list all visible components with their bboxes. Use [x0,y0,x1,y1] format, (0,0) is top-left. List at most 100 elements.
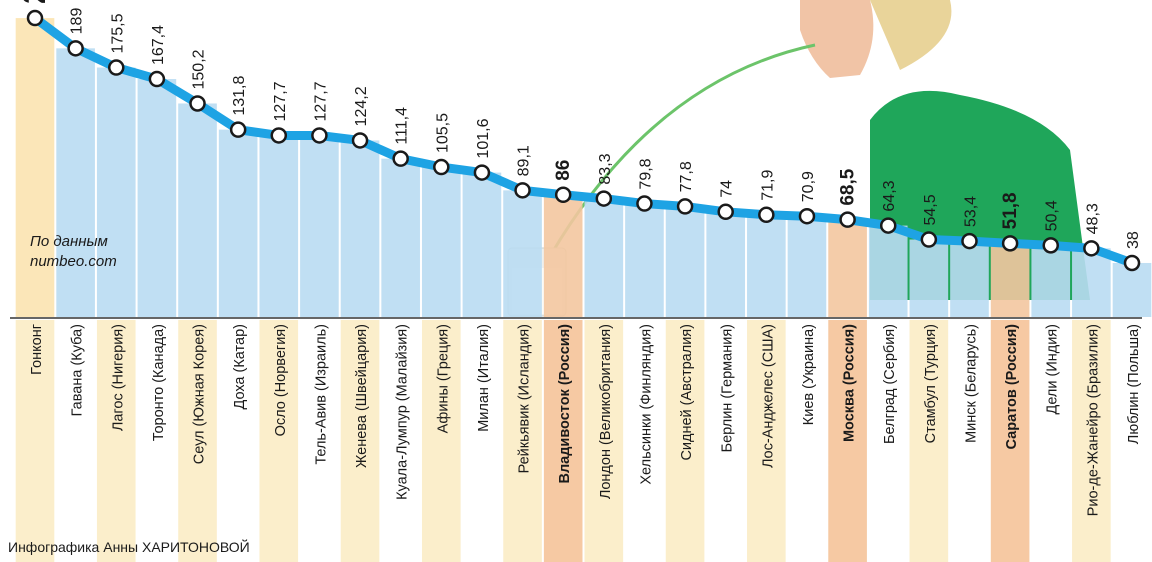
value-label: 50,4 [1044,200,1061,231]
column [828,220,867,317]
x-tick-label: Гавана (Куба) [70,324,86,416]
value-label: 54,5 [922,194,939,225]
value-label: 51,8 [1000,192,1021,229]
point [353,133,367,147]
column [422,167,461,317]
point [759,208,773,222]
value-label: 210,3 [16,0,52,4]
x-tick-label: Берлин (Германия) [720,324,736,452]
column [341,140,380,317]
column [178,103,217,317]
point [637,197,651,211]
value-label: 111,4 [394,107,411,145]
value-label: 175,5 [109,13,126,53]
x-tick-label: Дели (Индия) [1045,324,1061,415]
x-tick-label: Афины (Греция) [435,324,451,433]
x-tick-label: Владивосток (Россия) [557,324,573,484]
column [97,68,136,317]
x-tick-label: Гонконг [29,324,45,375]
point [1084,241,1098,255]
value-label: 83,3 [597,153,614,184]
point [312,128,326,142]
column [381,159,420,317]
column [219,130,258,317]
point [109,61,123,75]
x-tick-label: Рио-де-Жанейро (Бразилия) [1085,324,1101,516]
point [597,192,611,206]
column [585,199,624,317]
point [556,188,570,202]
value-label: 64,3 [881,180,898,211]
column [747,215,786,317]
column [259,135,298,317]
point [150,72,164,86]
column [991,243,1030,317]
x-tick-label: Лос-Анджелес (США) [760,324,776,468]
chart: 210,3 189 175,5 167,4 150,2 131,8 127,7 127,7 12… [0,0,1152,562]
value-label: 167,4 [150,25,167,65]
bands [16,320,1152,562]
credit: Инфографика Анны ХАРИТОНОВОЙ [8,538,250,555]
point [1044,238,1058,252]
photo-hair [870,0,951,70]
x-tick-label: Москва (Россия) [842,324,858,442]
value-label: 74 [719,180,736,198]
column [706,212,745,317]
column [300,135,339,317]
value-label: 79,8 [637,158,654,189]
x-tick-label: Люблин (Польша) [1126,324,1142,444]
value-label: 124,2 [353,86,370,126]
x-tick-label: Куала-Лумпур (Малайзия) [395,324,411,500]
point [962,234,976,248]
point [69,41,83,55]
column [16,18,55,317]
column [788,216,827,317]
value-label: 101,6 [475,118,492,158]
column [544,195,583,317]
column [950,241,989,317]
x-tick-label: Рейкьявик (Исландия) [517,324,533,473]
point [231,123,245,137]
point [272,128,286,142]
value-label: 105,5 [434,113,451,153]
x-tick-label: Лондон (Великобритания) [598,324,614,499]
x-tick-label: Доха (Катар) [232,324,248,410]
x-tick-label: Хельсинки (Финляндия) [638,324,654,485]
value-label: 38 [1125,231,1142,249]
x-tick-label: Киев (Украина) [801,324,817,425]
point [841,213,855,227]
x-tick-label: Саратов (Россия) [1004,324,1020,450]
value-label: 131,8 [231,76,248,116]
point [475,166,489,180]
value-label: 150,2 [191,49,208,89]
x-tick-label: Белград (Сербия) [882,324,898,444]
point [719,205,733,219]
x-tick-label: Лагос (Нигерия) [110,324,126,431]
value-label: 127,7 [272,81,289,121]
value-label: 70,9 [800,171,817,202]
column [138,79,177,317]
value-label: 71,9 [759,170,776,201]
x-tick-label: Торонто (Канада) [151,324,167,441]
point [1125,256,1139,270]
value-label: 189 [69,8,86,35]
column [56,48,95,317]
x-tick-label: Минск (Беларусь) [963,324,979,443]
point [434,160,448,174]
column [625,204,664,317]
column [463,173,502,317]
column [666,206,705,317]
x-tick-label: Милан (Италия) [476,324,492,432]
value-label: 68,5 [838,168,859,205]
point [800,209,814,223]
value-label: 48,3 [1084,203,1101,234]
x-tick-label: Тель-Авив (Израиль) [313,324,329,465]
column [869,226,908,317]
photo-face [800,0,873,78]
point [516,183,530,197]
value-label: 53,4 [962,196,979,227]
point [678,199,692,213]
point [191,96,205,110]
point [881,219,895,233]
value-label: 127,7 [312,81,329,121]
